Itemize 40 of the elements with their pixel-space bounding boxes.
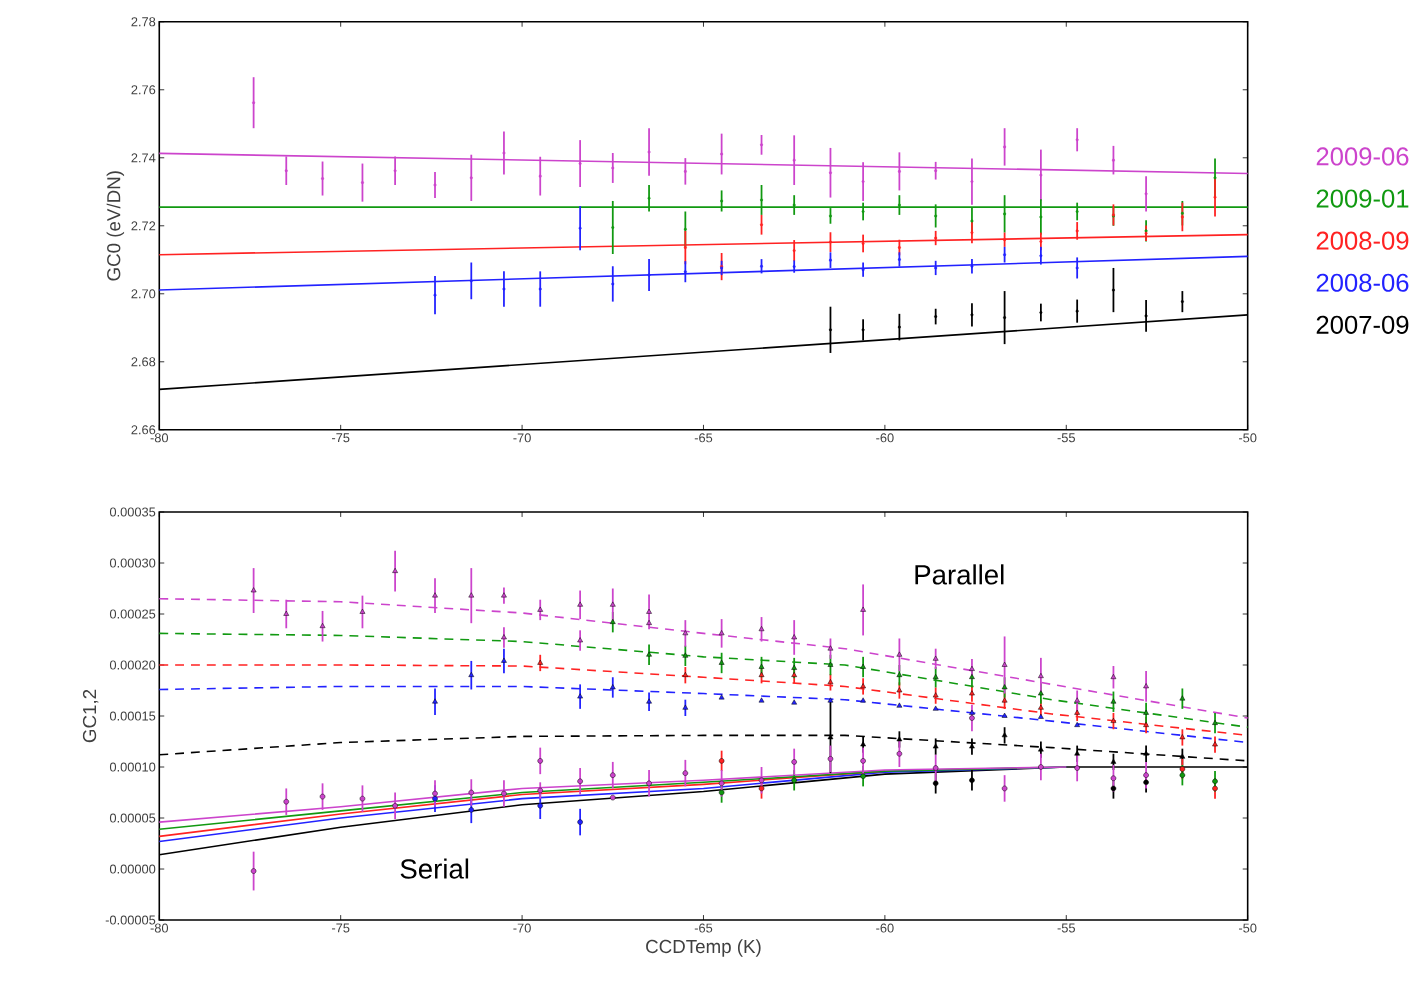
y-axis-title: GC0 (eV/DN)	[106, 171, 125, 281]
x-tick-label: -55	[1057, 433, 1075, 443]
x-axis-title: CCDTemp (K)	[646, 939, 761, 957]
x-tick-label: -60	[876, 433, 894, 443]
x-tick-label: -50	[1238, 433, 1257, 443]
y-tick-label: 2.66	[131, 425, 156, 435]
y-tick-label: 2.70	[131, 289, 156, 299]
y-tick-label: 0.00025	[109, 609, 156, 619]
y-axis-title: GC1,2	[82, 689, 99, 742]
y-tick-label: 0.00010	[109, 762, 156, 772]
x-tick-label: -75	[331, 923, 350, 933]
y-tick-label: 2.68	[131, 357, 156, 367]
text: 2007-09	[1316, 315, 1409, 334]
x-tick-label: -55	[1057, 923, 1075, 933]
y-tick-label: 0.00035	[109, 507, 156, 517]
y-tick-label: -0.00005	[105, 915, 156, 925]
y-tick-label: 2.76	[131, 85, 156, 95]
x-tick-label: -65	[694, 433, 713, 443]
x-tick-label: -75	[331, 433, 350, 443]
annotation: Parallel	[915, 564, 1004, 585]
y-tick-label: 0.00030	[109, 558, 156, 568]
y-tick-label: 2.74	[131, 153, 156, 163]
text: 2009-01	[1316, 189, 1409, 208]
y-tick-label: 0.00005	[109, 813, 156, 823]
x-tick-label: -50	[1238, 923, 1257, 933]
y-tick-label: 0.00015	[109, 711, 156, 721]
text: 2008-06	[1316, 273, 1409, 292]
y-tick-label: 0.00020	[109, 660, 156, 670]
text: 2009-06	[1316, 147, 1409, 166]
x-tick-label: -70	[513, 923, 531, 933]
y-tick-label: 2.78	[131, 17, 156, 27]
text: 2008-09	[1316, 231, 1409, 250]
x-tick-label: -70	[513, 433, 531, 443]
x-tick-label: -65	[694, 923, 713, 933]
x-tick-label: -60	[876, 923, 894, 933]
annotation: Serial	[400, 858, 469, 879]
y-tick-label: 0.00000	[109, 864, 156, 874]
y-tick-label: 2.72	[131, 221, 156, 231]
x-tick-label: -80	[150, 433, 169, 443]
x-tick-label: -80	[150, 923, 169, 933]
